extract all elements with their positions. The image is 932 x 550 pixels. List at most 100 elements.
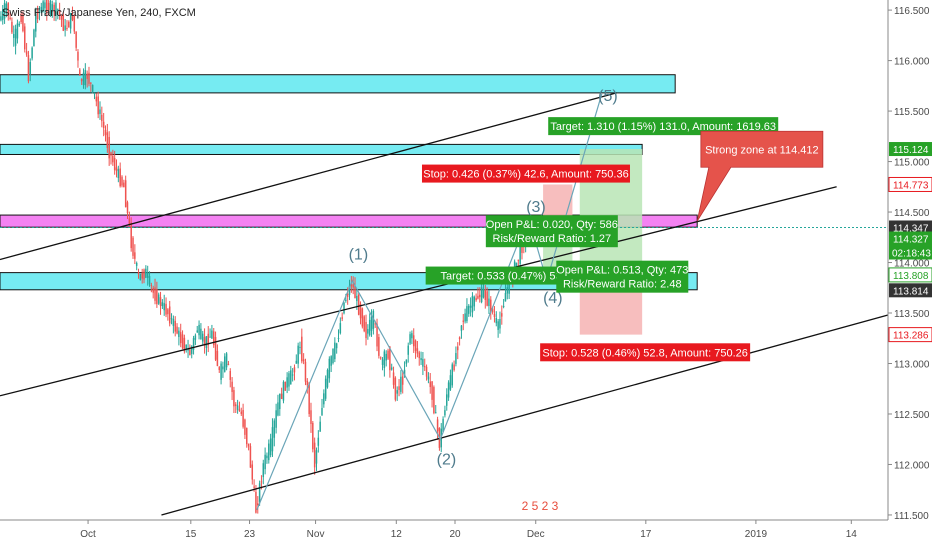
candle-body (352, 284, 354, 288)
candle-body (381, 359, 384, 365)
price-tag-bg-3 (889, 231, 932, 246)
candle-body (508, 276, 510, 294)
candle-body (387, 350, 389, 359)
candle-body (383, 351, 386, 368)
candle-body (80, 79, 83, 82)
time-tick-label: Nov (307, 529, 325, 540)
zone-top (0, 74, 676, 94)
candle-body (62, 14, 65, 31)
candle-body (403, 369, 406, 377)
candle-body (357, 294, 360, 315)
candle-body (13, 34, 15, 38)
candle-body (420, 358, 422, 361)
candle-body (466, 306, 468, 322)
candle-body (519, 246, 521, 264)
elliott-wave-path (256, 93, 603, 511)
candle-body (198, 324, 200, 336)
candle-body (348, 285, 351, 295)
candle-body (506, 287, 509, 294)
candle-body (350, 284, 353, 287)
long-stop-label: Stop: 0.528 (0.46%) 52.8, Amount: 750.26 (542, 347, 747, 359)
candle-body (257, 503, 259, 506)
candle-body (220, 363, 222, 380)
wave-label-4: (4) (543, 290, 563, 307)
candle-body (18, 23, 21, 26)
candle-body (222, 366, 224, 370)
candle-body (216, 350, 219, 367)
candle-body (308, 382, 310, 415)
candle-body (304, 361, 307, 382)
candle-body (268, 443, 270, 461)
price-tag-113.808: 113.808 (893, 271, 929, 282)
price-tag-bg-5 (889, 283, 932, 298)
candle-body (491, 308, 494, 313)
candle-body (418, 352, 420, 359)
candle-body (499, 319, 501, 329)
candle-body (460, 325, 463, 331)
candle-body (242, 410, 244, 427)
callout-text: Strong zone at 114.412 (705, 144, 819, 156)
price-tick-label: 115.000 (894, 158, 930, 169)
candle-body (20, 14, 22, 23)
candle-body (212, 331, 215, 346)
short-target-label-bg (425, 266, 586, 285)
candle-body (394, 377, 397, 400)
price-tag-114.327: 114.327 (893, 235, 929, 246)
candle-body (97, 96, 99, 115)
candle-body (58, 10, 61, 15)
candle-body (480, 287, 483, 303)
candle-body (0, 16, 2, 21)
candle-body (495, 318, 498, 324)
candle-body (339, 323, 342, 334)
candle-body (157, 294, 160, 304)
candle-body (392, 372, 395, 385)
candle-body (44, 2, 46, 9)
candle-body (42, 1, 44, 12)
candle-body (117, 169, 120, 178)
candle-body (240, 411, 243, 414)
short-pnl-label-tag: Open P&L: 0.020, Qty: 586 (486, 215, 618, 248)
candle-body (335, 343, 338, 349)
candle-body (224, 356, 226, 372)
candle-body (148, 276, 151, 285)
candle-body (115, 167, 118, 171)
candles-layer (0, 0, 531, 514)
candle-body (425, 366, 428, 377)
candle-body (124, 180, 127, 208)
candle-body (464, 313, 466, 322)
candle-body (9, 17, 11, 19)
candle-body (317, 437, 320, 446)
candle-body (264, 454, 266, 470)
candle-body (310, 410, 312, 424)
candle-body (319, 421, 321, 432)
candle-body (101, 114, 103, 122)
candle-body (414, 340, 417, 352)
candle-body (433, 387, 435, 414)
candle-body (227, 363, 230, 365)
candle-body (16, 23, 19, 39)
long-target-label-tag: Target: 1.310 (1.15%) 131.0, Amount: 161… (548, 117, 779, 136)
candle-body (170, 318, 173, 320)
candle-body (449, 375, 452, 390)
candle-body (134, 252, 136, 259)
candle-body (174, 320, 176, 332)
candle-body (282, 381, 285, 401)
candle-body (233, 390, 235, 407)
time-tick-label: Oct (80, 529, 96, 540)
price-tag-bg-2 (889, 220, 932, 235)
candle-body (379, 357, 382, 359)
long-pnl-label-bg (556, 260, 689, 293)
candle-body (299, 346, 301, 348)
candle-body (3, 2, 6, 19)
price-tag-114.773: 114.773 (893, 180, 929, 191)
candle-body (135, 262, 138, 266)
candle-body (33, 29, 35, 47)
candle-body (178, 330, 180, 338)
long-target-label-bg (548, 117, 779, 136)
candle-body (229, 371, 232, 380)
candle-body (416, 348, 419, 354)
candle-body (376, 323, 378, 347)
price-tick-label: 114.500 (894, 208, 930, 219)
